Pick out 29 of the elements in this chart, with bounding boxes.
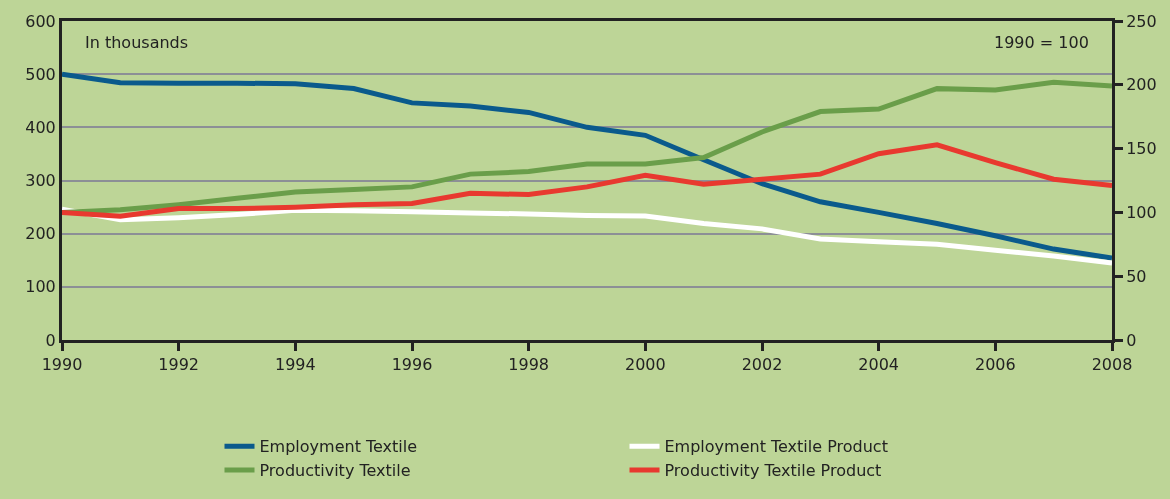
y2-tick-label: 200 (1126, 75, 1157, 95)
legend-label: Employment Textile Product (664, 437, 888, 457)
y-tick-label: 0 (45, 330, 56, 350)
x-tick-label: 1996 (391, 355, 433, 375)
annotation: 1990 = 100 (994, 33, 1089, 52)
x-tick-label: 1992 (158, 355, 200, 375)
x-tick-label: 2000 (624, 355, 666, 375)
x-tick-label: 1990 (41, 355, 83, 375)
legend-label: Employment Textile (259, 437, 418, 457)
legend-label: Productivity Textile Product (664, 461, 882, 481)
x-tick-label: 1994 (274, 355, 316, 375)
y2-tick-label: 100 (1126, 203, 1157, 222)
y-tick-label: 100 (25, 277, 56, 297)
y-tick-label: 600 (25, 11, 56, 31)
legend-label: Productivity Textile (259, 461, 411, 481)
y2-tick-label: 50 (1126, 266, 1147, 286)
x-tick-label: 1998 (508, 355, 550, 375)
x-tick-label: 2006 (974, 355, 1016, 375)
x-tick-label: 2002 (741, 355, 783, 375)
x-tick-label: 2008 (1091, 355, 1133, 375)
y2-tick-label: 0 (1126, 330, 1137, 350)
y-tick-label: 500 (25, 64, 56, 84)
y2-tick-label: 150 (1126, 139, 1157, 159)
x-tick-label: 2004 (858, 355, 900, 375)
y-tick-label: 200 (25, 224, 56, 244)
y2-tick-label: 250 (1126, 11, 1157, 31)
y-tick-label: 400 (25, 117, 56, 137)
annotation: In thousands (85, 33, 189, 52)
y-tick-label: 300 (25, 171, 56, 191)
